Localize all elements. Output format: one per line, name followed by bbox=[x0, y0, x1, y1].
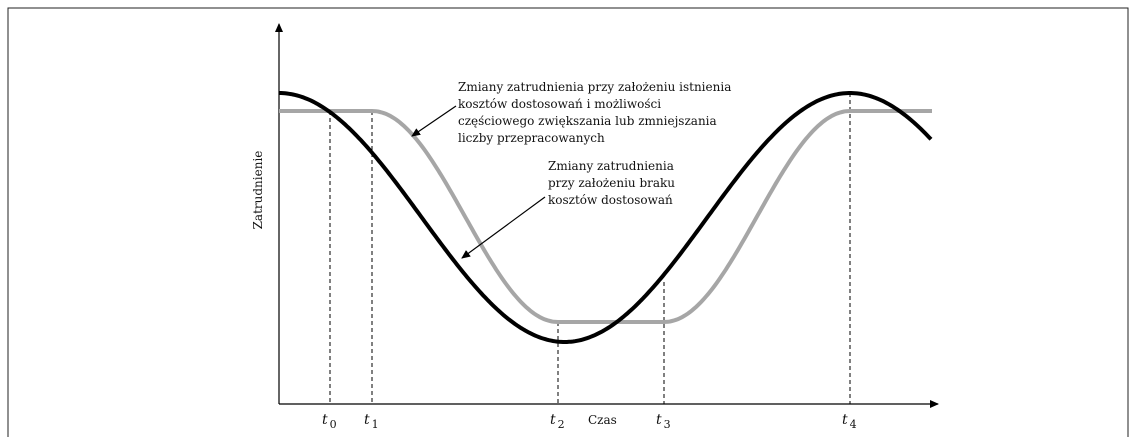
annotation-line: kosztów dostosowań bbox=[548, 193, 673, 207]
annotation-line: Zmiany zatrudnienia bbox=[548, 159, 674, 173]
time-subscript: 0 bbox=[330, 418, 337, 431]
time-symbol: t bbox=[656, 412, 662, 428]
annotation-line: częściowego zwiększania lub zmniejszania bbox=[458, 114, 717, 128]
arrow bbox=[461, 196, 546, 259]
time-symbol: t bbox=[322, 412, 328, 428]
y-axis-label: Zatrudnienie bbox=[251, 151, 265, 230]
arrow bbox=[411, 105, 457, 137]
time-symbol: t bbox=[364, 412, 370, 428]
no-cost-curve bbox=[279, 91, 933, 344]
annotation-line: Zmiany zatrudnienia przy założeniu istni… bbox=[458, 80, 731, 94]
time-subscript: 3 bbox=[664, 418, 671, 431]
annotation-line: kosztów dostosowań i możliwości bbox=[458, 97, 661, 111]
annotations: Zmiany zatrudnienia przy założeniu istni… bbox=[458, 80, 731, 207]
annotation-line: liczby przepracowanych bbox=[458, 131, 605, 145]
time-symbol: t bbox=[842, 412, 848, 428]
annotation-line: przy założeniu braku bbox=[548, 176, 675, 190]
adjustment-cost-curve bbox=[279, 109, 932, 324]
x-axis-label: Czas bbox=[588, 413, 617, 427]
time-markers bbox=[329, 93, 851, 404]
frame bbox=[7, 7, 1129, 437]
time-symbol: t bbox=[550, 412, 556, 428]
time-subscript: 2 bbox=[558, 418, 565, 431]
time-subscript: 4 bbox=[850, 418, 857, 431]
time-subscript: 1 bbox=[372, 418, 379, 431]
